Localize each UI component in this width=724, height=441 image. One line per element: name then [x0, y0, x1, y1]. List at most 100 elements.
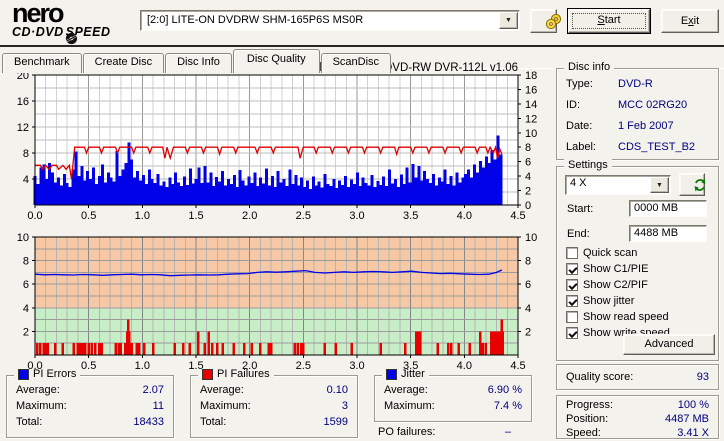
advanced-button[interactable]: Advanced [623, 334, 715, 355]
svg-text:2.5: 2.5 [296, 210, 311, 222]
jitter-stats-group: Jitter Average: 6.90 % Maximum: 7.4 % [374, 368, 532, 422]
po-failures-value: – [504, 426, 511, 438]
svg-text:10: 10 [525, 232, 537, 244]
tab-disc-quality[interactable]: Disc Quality [232, 49, 320, 73]
pi-failures-total: 1599 [323, 416, 348, 428]
tab-strip: Benchmark Create Disc Disc Info Disc Qua… [2, 49, 392, 73]
checkbox-show-read-speed[interactable] [566, 311, 578, 323]
pi-errors-chart: 4 8 12 16 20 0 2 4 6 8 10 12 14 16 18 0.0 0.5 1.0 1.5 2.0 2.… [17, 62, 538, 222]
svg-text:3.5: 3.5 [403, 210, 418, 222]
checkbox-show-c1-pie[interactable] [566, 263, 578, 275]
quality-score-label: Quality score: [566, 371, 634, 383]
drive-select[interactable]: [2:0] LITE-ON DVDRW SHM-165P6S MS0R ▼ [140, 10, 520, 31]
svg-text:8: 8 [525, 256, 531, 268]
nero-logo-product: CD·DVD SPEED [12, 26, 111, 45]
disc-info-title: Disc info [564, 61, 615, 73]
svg-text:8: 8 [23, 148, 29, 160]
nero-logo: nero CD·DVD SPEED [12, 0, 111, 45]
focus-ring [572, 13, 646, 29]
svg-text:3.0: 3.0 [349, 360, 364, 372]
po-failures-label: PO failures: [378, 426, 436, 438]
po-failures-row: PO failures: – [378, 426, 511, 439]
exit-button[interactable]: Exit [661, 9, 719, 33]
svg-text:3.0: 3.0 [349, 210, 364, 222]
nero-logo-name: nero [12, 0, 65, 28]
jitter-legend-swatch [386, 368, 397, 380]
svg-text:16: 16 [17, 96, 29, 108]
checkbox-quick-scan-label: Quick scan [583, 247, 638, 259]
svg-text:16: 16 [525, 84, 537, 96]
disc-type-row: Type: DVD-R [566, 78, 653, 90]
end-position-input[interactable]: 4488 MB [629, 225, 707, 242]
pi-failures-stats-group: PI Failures Average: 0.10 Maximum: 3 Total… [190, 368, 358, 438]
start-position-input[interactable]: 0000 MB [629, 200, 707, 217]
checkbox-show-write-speed[interactable] [566, 327, 578, 339]
start-position-label: Start: [567, 203, 594, 215]
svg-text:20: 20 [17, 70, 29, 82]
settings-title: Settings [564, 159, 612, 171]
pi-errors-stats-group: PI Errors Average: 2.07 Maximum: 11 Total:… [6, 368, 174, 438]
svg-text:1.5: 1.5 [188, 360, 203, 372]
position-label: Position: [566, 413, 609, 425]
svg-text:10: 10 [525, 128, 537, 140]
tab-scandisc[interactable]: ScanDisc [320, 53, 392, 73]
speed-select-value: 4 X [570, 177, 587, 189]
checkbox-show-c1-pie-label: Show C1/PIE [583, 263, 649, 275]
svg-text:2: 2 [525, 326, 531, 338]
jitter-title: Jitter [401, 368, 425, 380]
pi-failures-legend-swatch [202, 368, 213, 380]
start-button-label: Start [597, 14, 621, 26]
pi-failures-jitter-chart: 2 4 6 8 10 2 4 6 8 10 0.0 0.5 1.0 1.5 2.0 2.5 3.0 3.5 4.0 4… [17, 232, 538, 372]
disc-label-row: Label: CDS_TEST_B2 [566, 141, 696, 153]
svg-text:1.5: 1.5 [188, 210, 203, 222]
svg-text:3.5: 3.5 [403, 360, 418, 372]
svg-text:0.5: 0.5 [81, 210, 96, 222]
svg-text:12: 12 [525, 113, 537, 125]
tab-disc-info[interactable]: Disc Info [165, 53, 232, 73]
checkbox-show-c2-pif-label: Show C2/PIF [583, 279, 648, 291]
svg-text:0.5: 0.5 [81, 360, 96, 372]
chevron-down-icon[interactable]: ▼ [650, 177, 669, 193]
refresh-button[interactable] [679, 173, 706, 196]
quality-score-panel: Quality score: 93 [556, 364, 719, 390]
svg-text:0: 0 [525, 200, 531, 212]
svg-text:0.0: 0.0 [27, 210, 42, 222]
svg-text:6: 6 [23, 279, 29, 291]
svg-text:18: 18 [525, 70, 537, 82]
svg-text:4: 4 [23, 174, 29, 186]
svg-text:4.0: 4.0 [457, 210, 472, 222]
svg-text:4.5: 4.5 [510, 360, 525, 372]
svg-text:12: 12 [17, 122, 29, 134]
svg-text:1.0: 1.0 [135, 360, 150, 372]
start-button[interactable]: Start [567, 8, 651, 34]
tab-create-disc[interactable]: Create Disc [82, 53, 165, 73]
tab-benchmark[interactable]: Benchmark [2, 53, 82, 73]
pi-errors-maximum: 11 [152, 400, 164, 412]
svg-text:10: 10 [17, 232, 29, 244]
quality-score-value: 93 [696, 371, 709, 383]
checkbox-quick-scan[interactable] [566, 247, 578, 259]
end-position-label: End: [567, 228, 590, 240]
disc-date-row: Date: 1 Feb 2007 [566, 120, 674, 132]
svg-text:8: 8 [525, 142, 531, 154]
discs-button[interactable] [530, 9, 561, 33]
exit-button-label: Exit [680, 15, 700, 27]
pi-errors-total: 18433 [133, 416, 164, 428]
disc-info-group: Disc info Type: DVD-R ID: MCC 02RG20 Date:… [556, 61, 719, 160]
checkbox-show-jitter[interactable] [566, 295, 578, 307]
drive-select-value: [2:0] LITE-ON DVDRW SHM-165P6S MS0R [147, 14, 364, 26]
speed-select[interactable]: 4 X ▼ [565, 175, 671, 195]
pi-failures-average: 0.10 [326, 384, 348, 396]
chevron-down-icon[interactable]: ▼ [499, 12, 518, 29]
jitter-average: 6.90 % [487, 384, 522, 396]
svg-text:2: 2 [525, 186, 531, 198]
position-value: 4487 MB [664, 413, 709, 425]
pi-errors-legend-swatch [18, 368, 29, 380]
disc-id-value: MCC 02RG20 [618, 99, 688, 111]
svg-text:4.0: 4.0 [457, 360, 472, 372]
pi-errors-average: 2.07 [142, 384, 164, 396]
checkbox-show-jitter-label: Show jitter [583, 295, 635, 307]
toolbar: nero CD·DVD SPEED [2:0] LITE-ON DVDRW SH… [0, 0, 724, 47]
checkbox-show-c2-pif[interactable] [566, 279, 578, 291]
